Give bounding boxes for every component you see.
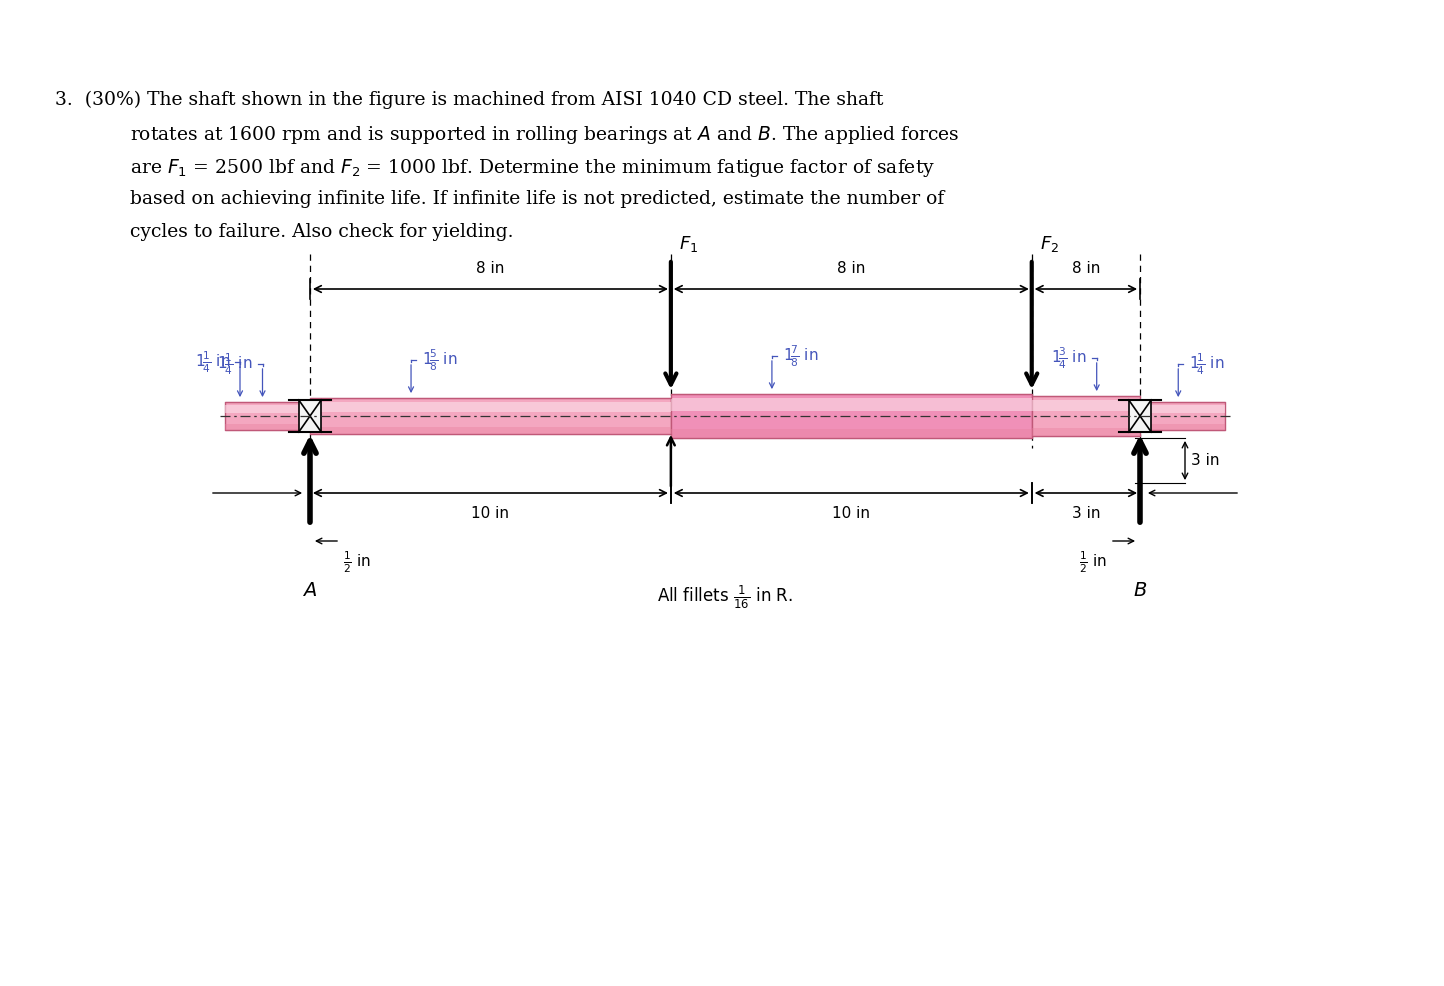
Bar — [1032, 428, 1139, 436]
Text: cycles to failure. Also check for yielding.: cycles to failure. Also check for yieldi… — [130, 223, 514, 241]
Bar — [671, 398, 1032, 410]
Text: 3 in: 3 in — [1071, 506, 1100, 521]
Text: are $F_1$ = 2500 lbf and $F_2$ = 1000 lbf. Determine the minimum fatigue factor : are $F_1$ = 2500 lbf and $F_2$ = 1000 lb… — [130, 157, 936, 179]
Text: $1\!\frac{3}{4}$ in: $1\!\frac{3}{4}$ in — [1051, 345, 1087, 371]
Text: $1\!\frac{1}{4}$ in: $1\!\frac{1}{4}$ in — [1190, 351, 1225, 377]
Text: 8 in: 8 in — [477, 261, 504, 276]
Bar — [310, 401, 671, 411]
Text: $F_2$: $F_2$ — [1040, 234, 1058, 254]
Text: $\frac{1}{2}$ in: $\frac{1}{2}$ in — [1079, 549, 1108, 575]
Bar — [299, 400, 321, 432]
Bar — [310, 427, 671, 434]
Text: $1\!\frac{7}{8}$ in: $1\!\frac{7}{8}$ in — [783, 343, 819, 369]
Text: 10 in: 10 in — [832, 506, 871, 521]
Bar — [225, 402, 310, 430]
Text: $B$: $B$ — [1134, 581, 1147, 600]
Text: 3 in: 3 in — [1191, 453, 1220, 468]
Text: $F_1$: $F_1$ — [679, 234, 697, 254]
Bar — [1139, 402, 1225, 430]
Bar — [1139, 405, 1225, 412]
Text: 8 in: 8 in — [838, 261, 865, 276]
Text: rotates at 1600 rpm and is supported in rolling bearings at $A$ and $B$. The app: rotates at 1600 rpm and is supported in … — [130, 124, 959, 146]
Text: $1\!\frac{5}{8}$ in: $1\!\frac{5}{8}$ in — [422, 347, 458, 373]
Text: based on achieving infinite life. If infinite life is not predicted, estimate th: based on achieving infinite life. If inf… — [130, 190, 944, 208]
Text: 10 in: 10 in — [471, 506, 510, 521]
Text: All fillets $\frac{1}{16}$ in R.: All fillets $\frac{1}{16}$ in R. — [657, 584, 793, 611]
Bar — [225, 405, 310, 412]
Bar — [671, 394, 1032, 438]
Text: 8 in: 8 in — [1071, 261, 1100, 276]
Bar — [671, 429, 1032, 438]
Bar — [1139, 424, 1225, 430]
Text: 3.  (30%) The shaft shown in the figure is machined from AISI 1040 CD steel. The: 3. (30%) The shaft shown in the figure i… — [55, 91, 884, 109]
Text: $\frac{1}{2}$ in: $\frac{1}{2}$ in — [344, 549, 371, 575]
Text: $1\!\frac{1}{4}$ in: $1\!\frac{1}{4}$ in — [195, 349, 230, 375]
Text: $A$: $A$ — [302, 581, 318, 600]
Text: $1\!\frac{1}{4}$ in: $1\!\frac{1}{4}$ in — [217, 351, 253, 377]
Bar — [225, 424, 310, 430]
Bar — [1032, 400, 1139, 411]
Bar — [310, 398, 671, 434]
Bar — [1032, 396, 1139, 436]
Bar — [1129, 400, 1151, 432]
